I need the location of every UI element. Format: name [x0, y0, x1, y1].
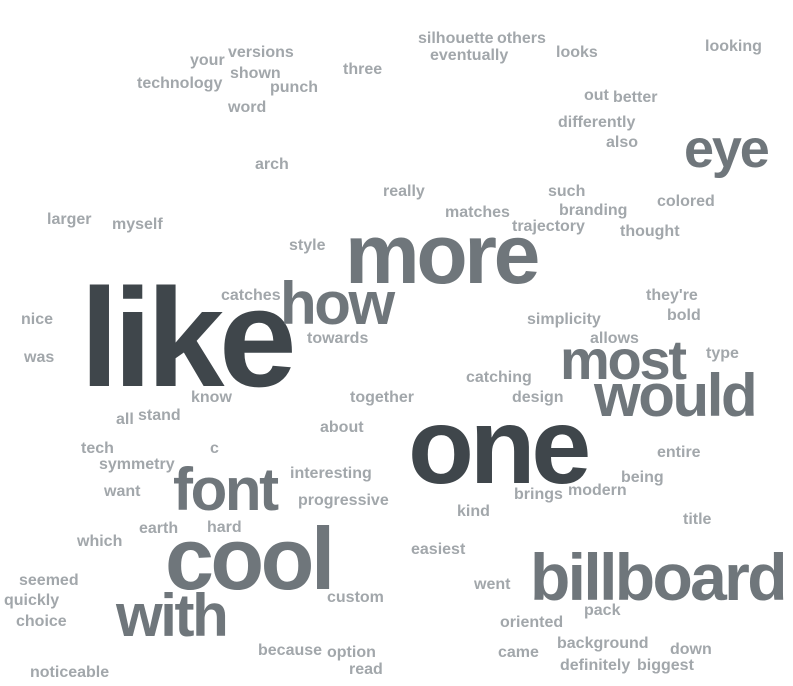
word-tech: tech — [81, 440, 114, 457]
word-looks: looks — [556, 44, 598, 61]
word-branding: branding — [559, 202, 628, 219]
word-more: more — [345, 207, 540, 301]
word-was: was — [24, 349, 55, 366]
word-kind: kind — [457, 503, 490, 520]
word-better: better — [613, 89, 658, 106]
word-background: background — [557, 635, 649, 652]
word-matches: matches — [445, 204, 510, 221]
word-down: down — [670, 641, 712, 658]
word-punch: punch — [270, 79, 318, 96]
word-larger: larger — [47, 211, 92, 228]
word-title: title — [683, 511, 712, 528]
word-definitely: definitely — [560, 657, 631, 674]
word-versions: versions — [228, 44, 294, 61]
word-with: with — [116, 582, 229, 649]
word-custom: custom — [327, 589, 384, 606]
word-three: three — [343, 61, 383, 78]
word-one: one — [408, 385, 591, 506]
word-came: came — [498, 644, 539, 661]
word-which: which — [77, 533, 123, 550]
word-really: really — [383, 183, 425, 200]
word-they-re: they're — [646, 287, 698, 304]
word-would: would — [594, 362, 758, 429]
word-eye: eye — [684, 119, 770, 179]
word-arch: arch — [255, 156, 289, 173]
word-biggest: biggest — [637, 657, 694, 674]
word-easiest: easiest — [411, 541, 466, 558]
word-bold: bold — [667, 307, 701, 324]
word-pack: pack — [584, 602, 621, 619]
word-looking: looking — [705, 38, 762, 55]
word-eventually: eventually — [430, 47, 509, 64]
word-about: about — [320, 419, 364, 436]
word-c: c — [210, 440, 219, 457]
word-your: your — [190, 52, 225, 69]
word-type: type — [706, 345, 739, 362]
word-interesting: interesting — [290, 465, 372, 482]
word-simplicity: simplicity — [527, 311, 601, 328]
word-progressive: progressive — [298, 492, 389, 509]
word-catching: catching — [466, 369, 532, 386]
word-most: most — [560, 328, 687, 391]
word-silhouette: silhouette — [418, 30, 494, 47]
word-differently: differently — [558, 114, 636, 131]
word-entire: entire — [657, 444, 701, 461]
word-billboard: billboard — [530, 540, 788, 614]
word-others: others — [497, 30, 546, 47]
word-like: like — [80, 259, 297, 416]
word-out: out — [584, 87, 609, 104]
word-choice: choice — [16, 613, 67, 630]
word-read: read — [349, 661, 383, 678]
word-thought: thought — [620, 223, 680, 240]
word-how: how — [280, 270, 395, 337]
word-style: style — [289, 237, 326, 254]
word-because: because — [258, 642, 323, 659]
word-noticeable: noticeable — [30, 664, 110, 681]
word-earth: earth — [139, 520, 179, 537]
word-stand: stand — [138, 407, 181, 424]
word-such: such — [548, 183, 586, 200]
word-together: together — [350, 389, 414, 406]
word-technology: technology — [137, 75, 223, 92]
word-seemed: seemed — [19, 572, 79, 589]
word-all: all — [116, 411, 134, 428]
word-hard: hard — [207, 519, 242, 536]
word-know: know — [191, 389, 232, 406]
word-myself: myself — [112, 216, 163, 233]
word-colored: colored — [657, 193, 715, 210]
word-cool: cool — [165, 509, 335, 608]
word-also: also — [606, 134, 639, 151]
word-trajectory: trajectory — [512, 218, 585, 235]
word-nice: nice — [21, 311, 54, 328]
word-font: font — [173, 456, 279, 523]
word-catches: catches — [221, 287, 281, 304]
word-quickly: quickly — [4, 592, 60, 609]
word-modern: modern — [568, 482, 627, 499]
word-symmetry: symmetry — [99, 456, 175, 473]
word-shown: shown — [230, 65, 281, 82]
word-towards: towards — [307, 330, 369, 347]
word-want: want — [104, 483, 141, 500]
word-allows: allows — [590, 330, 639, 347]
word-word: word — [228, 99, 267, 116]
word-oriented: oriented — [500, 614, 564, 631]
word-being: being — [621, 469, 664, 486]
word-design: design — [512, 389, 564, 406]
word-went: went — [474, 576, 511, 593]
word-option: option — [327, 644, 376, 661]
word-brings: brings — [514, 486, 563, 503]
